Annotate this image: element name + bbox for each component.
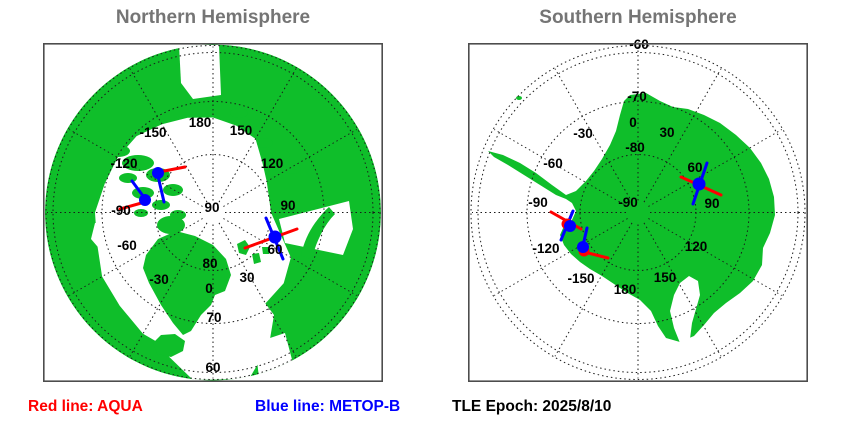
north-hemisphere-map: 180 -150 150 -120 120 -90 90 -60 60 -30 30 0 90 80 70 6… <box>43 43 383 382</box>
graticule-label: 80 <box>202 256 217 271</box>
graticule-label: -150 <box>567 271 594 286</box>
satellite-position-dot-blue <box>692 177 706 191</box>
graticule-label: 70 <box>206 310 221 325</box>
meridian-line <box>223 129 358 207</box>
graticule-label: 90 <box>204 200 219 215</box>
meridian-line <box>648 218 783 296</box>
satellite-position-dot-blue <box>577 241 589 253</box>
label-layer: 180 -150 150 -120 120 -90 90 -60 60 -30 30 0 90 80 70 6… <box>110 115 295 375</box>
graticule-label: -90 <box>528 195 548 210</box>
north-hemisphere-title: Northern Hemisphere <box>115 7 311 28</box>
meridian-line <box>129 222 208 357</box>
south-hemisphere-map: -60 -70 -80 -90 0 30 -30 60 -60 90 -90 120 -120 150 -1… <box>468 37 808 382</box>
meridian-line <box>643 68 722 203</box>
meridian-line <box>68 218 203 296</box>
satellite-track-line-blue <box>156 174 166 204</box>
graticule-label: -30 <box>573 126 593 141</box>
graticule-label: 60 <box>687 160 702 175</box>
meridian-line <box>493 129 628 207</box>
satellite-layer <box>549 161 723 260</box>
tle-epoch-label: TLE Epoch: 2025/8/10 <box>452 398 612 415</box>
label-layer: -60-70-80-90030-3060-6090-90120-120150-1… <box>528 37 719 297</box>
graticule-label: 30 <box>659 125 674 140</box>
satellite-position-dot-blue <box>564 220 576 232</box>
graticule-label: 90 <box>704 196 719 211</box>
meridian-line <box>643 222 722 357</box>
graticule-label: 180 <box>614 282 637 297</box>
graticule-label: 150 <box>654 270 677 285</box>
graticule-label: 90 <box>280 198 295 213</box>
latitude-circle <box>470 45 806 380</box>
graticule-label: -60 <box>117 238 137 253</box>
graticule-label: 30 <box>239 270 254 285</box>
graticule-label: 150 <box>230 123 253 138</box>
latitude-circle <box>45 45 381 380</box>
legend-red-aqua: Red line: AQUA <box>28 398 143 415</box>
graticule-label: -30 <box>149 272 169 287</box>
satellite-layer <box>118 165 299 261</box>
meridian-line <box>218 222 297 357</box>
graticule-label: -120 <box>110 156 137 171</box>
meridian-line <box>129 68 208 203</box>
meridian-line <box>68 129 203 207</box>
satellite-position-dot-blue <box>139 194 151 206</box>
land-layer-north <box>45 44 381 381</box>
graticule-label: -90 <box>111 203 131 218</box>
graticule-label: 120 <box>685 239 708 254</box>
graticule-label: 0 <box>205 281 213 296</box>
latitude-circle <box>52 52 374 373</box>
map-frame <box>468 43 808 382</box>
graticule-label: 60 <box>205 360 220 375</box>
graticule-label: -80 <box>625 140 645 155</box>
graticule-label: -60 <box>543 156 563 171</box>
south-hemisphere-title: Southern Hemisphere <box>539 7 737 28</box>
meridian-line <box>493 218 628 296</box>
meridian-line <box>218 68 297 203</box>
land-layer-south <box>472 93 775 343</box>
graticule-label: 0 <box>629 115 637 130</box>
satellite-position-dot-blue <box>152 167 164 179</box>
graticule-label: -90 <box>618 195 638 210</box>
graticule-label: 120 <box>261 156 284 171</box>
graticule-layer <box>45 45 381 380</box>
graticule-layer <box>470 45 806 380</box>
meridian-line <box>223 218 358 296</box>
graticule-label: 60 <box>267 242 282 257</box>
meridian-line <box>648 129 783 207</box>
meridian-line <box>554 68 633 203</box>
graticule-label: -150 <box>139 125 166 140</box>
latitude-circle <box>477 52 799 373</box>
legend-blue-metopb: Blue line: METOP-B <box>255 398 401 415</box>
graticule-label: -70 <box>627 89 647 104</box>
graticule-label: -120 <box>532 241 559 256</box>
satellite-position-dot-blue <box>268 230 282 244</box>
meridian-line <box>554 222 633 357</box>
map-frame <box>43 43 383 382</box>
graticule-label: 180 <box>189 115 212 130</box>
